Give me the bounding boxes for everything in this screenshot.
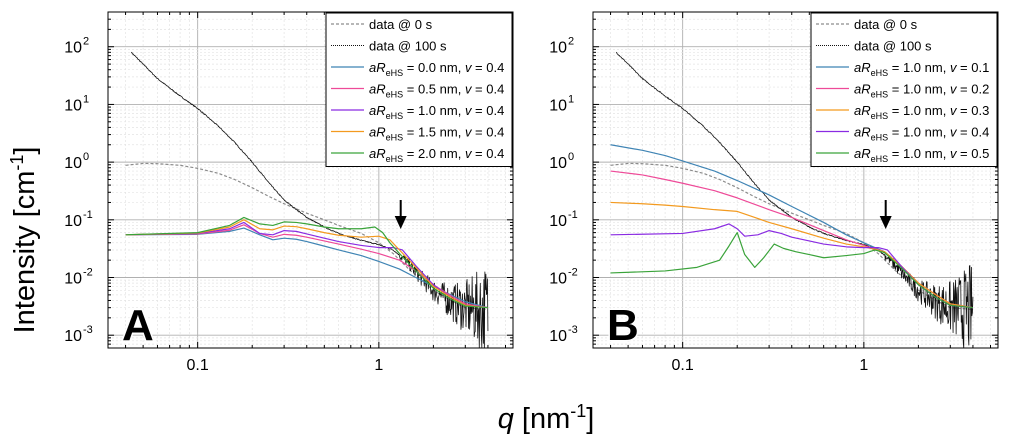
legend-label: aReHS = 1.0 nm, v = 0.4 (854, 125, 989, 143)
y-tick-label: 10 (549, 328, 567, 345)
series-line-4 (125, 221, 489, 309)
series-line-2 (125, 227, 489, 309)
y-axis-label: Intensity [cm-1] (7, 147, 41, 334)
feature-arrow (879, 200, 892, 229)
y-tick-label: 10 (64, 271, 82, 288)
series-group (125, 51, 489, 348)
y-tick-exponent: -3 (568, 324, 578, 336)
series-line-6 (610, 232, 974, 309)
y-tick-label: 10 (64, 97, 82, 114)
x-tick-label: 0.1 (672, 357, 694, 374)
y-tick-label: 10 (549, 97, 567, 114)
y-tick-exponent: 2 (568, 36, 574, 48)
legend-label: aReHS = 1.0 nm, v = 0.2 (854, 82, 989, 100)
y-tick-exponent: 1 (83, 93, 89, 105)
legend-label: aReHS = 0.0 nm, v = 0.4 (369, 60, 504, 78)
y-tick-exponent: 0 (83, 151, 89, 163)
y-tick-exponent: -1 (83, 209, 93, 221)
y-tick-label: 10 (549, 213, 567, 230)
panel-letter: B (607, 301, 639, 350)
y-tick-exponent: 1 (568, 93, 574, 105)
arrow-head (394, 216, 407, 229)
y-tick-label: 10 (64, 213, 82, 230)
legend-label: aReHS = 1.0 nm, v = 0.4 (369, 103, 504, 121)
legend-label: data @ 0 s (369, 17, 433, 32)
y-tick-exponent: -1 (568, 209, 578, 221)
y-tick-label: 10 (64, 155, 82, 172)
legend-label: data @ 100 s (854, 39, 932, 54)
series-line-4 (610, 201, 974, 309)
series-group (610, 51, 974, 348)
y-tick-exponent: -3 (83, 324, 93, 336)
legend-label: data @ 100 s (369, 39, 447, 54)
x-tick-label: 1 (859, 357, 868, 374)
series-line-1 (130, 51, 489, 348)
y-tick-label: 10 (64, 328, 82, 345)
plot-frame (592, 11, 999, 349)
legend-label: aReHS = 1.5 nm, v = 0.4 (369, 125, 504, 143)
series-line-5 (125, 219, 489, 309)
plot-frame (107, 11, 514, 349)
panel-letter: A (122, 301, 154, 350)
legend: data @ 0 s data @ 100 s aReHS = 1.0 nm, v … (810, 12, 998, 167)
legend-label: aReHS = 1.0 nm, v = 0.1 (854, 60, 989, 78)
series-line-6 (125, 216, 488, 309)
series-line-3 (610, 170, 974, 309)
legend-label: data @ 0 s (854, 17, 918, 32)
y-tick-label: 10 (549, 155, 567, 172)
y-tick-exponent: -2 (83, 267, 93, 279)
y-tick-label: 10 (64, 40, 82, 57)
legend-label: aReHS = 1.0 nm, v = 0.5 (854, 146, 989, 164)
legend-box (325, 12, 513, 167)
legend-label: aReHS = 2.0 nm, v = 0.4 (369, 146, 504, 164)
legend: data @ 0 s data @ 100 s aReHS = 0.0 nm, v … (325, 12, 513, 167)
feature-arrow (394, 200, 407, 229)
legend-box (810, 12, 998, 167)
y-tick-exponent: 0 (568, 151, 574, 163)
y-tick-exponent: -2 (568, 267, 578, 279)
x-tick-label: 1 (374, 357, 383, 374)
x-tick-label: 0.1 (187, 357, 209, 374)
y-tick-label: 10 (549, 40, 567, 57)
legend-label: aReHS = 0.5 nm, v = 0.4 (369, 82, 504, 100)
y-tick-label: 10 (549, 271, 567, 288)
legend-label: aReHS = 1.0 nm, v = 0.3 (854, 103, 989, 121)
y-tick-exponent: 2 (83, 36, 89, 48)
x-axis-label: q [nm-1] (498, 401, 595, 435)
arrow-head (879, 216, 892, 229)
